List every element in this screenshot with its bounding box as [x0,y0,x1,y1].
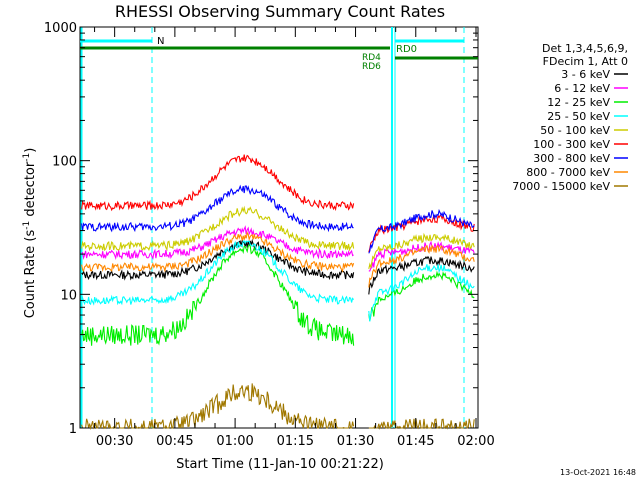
series-line [368,270,475,322]
series-25-50kev [81,240,475,322]
y-tick-label: 10 [60,288,77,303]
legend-header: Det 1,3,4,5,6,9, [542,42,628,55]
y-tick-label: 100 [52,155,77,170]
decimation-label-rd0: RD0 [396,44,417,55]
series-line [81,205,355,252]
series-line [368,264,475,322]
x-axis: 00:30 00:45 01:00 01:15 01:30 01:45 02:00 [94,27,495,449]
legend-label: 12 - 25 keV [547,96,610,109]
series-line [81,240,355,306]
y-axis-label-mid: detector [23,161,38,221]
series-line [81,225,354,261]
y-axis: 1 10 100 1000 [44,21,478,437]
legend-label: 7000 - 15000 keV [512,180,610,193]
series-line [81,231,355,273]
y-tick-label: 1000 [44,21,77,36]
decimation-label-rd4: RD4 [362,53,381,63]
series-line [81,154,355,212]
series-12-25kev [81,244,475,346]
legend-label: 25 - 50 keV [547,110,610,123]
x-tick-label: 01:45 [397,434,434,449]
series-line [81,383,355,431]
plot-frame [79,26,479,429]
x-tick-label: 02:00 [457,434,494,449]
decimation-label-rd6: RD6 [362,62,381,72]
series-line [368,232,475,270]
series-800-7000kev [81,231,475,288]
x-tick-label: 01:30 [337,434,374,449]
x-tick-label: 01:15 [277,434,314,449]
y-axis-label-sup1: -1 [22,221,32,230]
y-axis-label-main: Count Rate (s [23,230,38,319]
legend-label: 6 - 12 keV [554,82,610,95]
legend-label: 800 - 7000 keV [526,166,610,179]
legend-label: 100 - 300 keV [533,138,610,151]
night-label: N [157,36,164,47]
series-line [81,238,355,281]
series-3-6kev [81,238,475,295]
series-50-100kev [81,205,475,270]
y-axis-label: Count Rate (s-1 detector-1) [22,148,38,319]
series-line [368,244,475,288]
y-axis-label-sup2: -1 [22,153,32,162]
legend-label: 300 - 800 keV [533,152,610,165]
series-7000-15000kev [81,383,475,431]
legend-label: 3 - 6 keV [561,68,610,81]
y-tick-label: 1 [69,422,77,437]
footer-date: 13-Oct-2021 16:48 [560,468,636,477]
series-line [81,244,355,346]
series-line [81,184,354,233]
series-line [368,418,475,431]
series-line [368,255,475,295]
legend-label: 50 - 100 keV [540,124,610,137]
x-tick-label: 00:45 [156,434,193,449]
series-line [368,208,475,254]
x-tick-label: 00:30 [96,434,133,449]
legend-header: FDecim 1, Att 0 [543,55,628,68]
x-axis-label: Start Time (11-Jan-10 00:21:22) [176,457,384,472]
chart-title: RHESSI Observing Summary Count Rates [115,2,445,21]
series-300-800kev [81,184,475,254]
x-tick-label: 01:00 [216,434,253,449]
legend: Det 1,3,4,5,6,9,FDecim 1, Att 03 - 6 keV… [512,42,628,193]
y-axis-label-end: ) [23,148,38,153]
